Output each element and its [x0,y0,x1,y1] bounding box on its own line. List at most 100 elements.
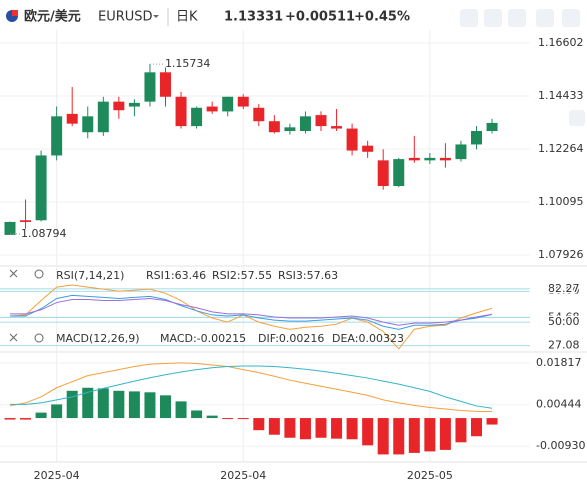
candle-body [20,220,32,222]
panel-title: RSI(7,14,21) [56,269,124,282]
candle-body [377,160,389,187]
candle-body [408,157,420,161]
legend-entry: DEA:0.00323 [332,332,404,345]
candle-body [439,157,451,161]
macd-bar [439,418,451,450]
macd-bar [222,418,234,420]
legend-entry: MACD:-0.00215 [160,332,246,345]
macd-bar [66,390,78,419]
y-tick-label: 50.00 [548,315,580,328]
candle-body [51,116,63,156]
candle-body [471,130,482,145]
macd-bar [486,418,498,425]
macd-bar [144,392,156,419]
candle-body [206,106,218,112]
candle-body [222,96,234,112]
macd-bar [35,412,47,419]
rsi-line [10,294,493,330]
macd-bar [346,418,358,440]
change: +0.00511 [285,10,355,25]
macd-bar [377,418,389,455]
candle-body [455,144,467,160]
candle-body [113,101,125,111]
legend-entry: RSI2:57.55 [212,269,272,282]
candle-body [424,157,436,161]
y-tick-label: 80.00 [548,284,580,297]
change-pct: +0.45% [354,10,410,25]
legend-entry: DIF:0.00216 [258,332,324,345]
macd-bar [20,418,32,420]
candle-body [128,102,140,107]
y-tick-label: 0.01817 [536,356,582,369]
tool-button[interactable] [508,9,526,27]
dropdown-icon[interactable] [153,15,159,18]
macd-bar [237,418,249,420]
macd-bar [113,390,125,419]
period[interactable]: 日K [176,10,198,25]
candle-body [362,145,374,152]
macd-bar [191,410,203,419]
candle-body [35,155,47,221]
candle-body [284,127,296,131]
tool-button[interactable] [484,9,502,27]
last-price: 1.13331 [224,10,283,25]
panel-title: MACD(12,26,9) [56,332,140,345]
y-tick-label: 1.16602 [538,36,584,49]
candle-body [175,96,187,127]
x-tick-label: 2025-04 [220,469,266,482]
macd-bar [331,418,343,439]
candle-body [237,96,249,107]
legend-entry: RSI3:57.63 [278,269,338,282]
tool-button[interactable] [569,110,585,126]
y-tick-label: 82.27 [548,282,580,295]
y-tick-label: 27.08 [548,339,580,352]
macd-bar [253,418,265,431]
settings-icon[interactable] [34,269,44,279]
candle-body [4,221,16,235]
symbol: EURUSD [98,10,153,25]
candle-body [253,107,265,122]
candle-body [66,113,78,124]
min-label: 1.08794 [21,227,67,240]
macd-bar [393,418,405,455]
macd-bar [128,391,140,419]
macd-bar [51,404,63,419]
tool-button[interactable] [536,9,554,27]
flag-icon [12,10,18,16]
macd-bar [362,418,374,446]
y-tick-label: 54.68 [548,310,580,323]
candle-body [486,122,498,131]
candle-body [299,116,311,131]
y-tick-label: -0.00930 [536,439,585,452]
candle-body [160,72,171,97]
max-label: 1.15734 [165,57,211,70]
macd-bar [471,418,482,437]
candle-body [331,126,343,129]
candle-body [191,107,203,127]
x-tick-label: 2025-05 [407,469,453,482]
x-tick-label: 2025-04 [34,469,80,482]
candle-body [82,116,94,133]
close-icon[interactable] [9,269,18,278]
y-tick-label: 0.00444 [536,398,582,411]
settings-icon[interactable] [34,333,44,343]
pair-name: 欧元/美元 [24,9,81,25]
candle-body [144,72,156,102]
rsi-line [9,284,493,350]
macd-line [9,362,493,413]
macd-bar [82,387,94,419]
close-icon[interactable] [9,333,18,342]
candle-body [346,128,358,151]
legend-entry: RSI1:63.46 [146,269,206,282]
y-tick-label: 1.07926 [538,248,584,261]
macd-bar [284,418,296,438]
tool-button[interactable] [562,9,580,27]
candle-body [268,121,280,133]
macd-bar [175,401,187,419]
macd-bar [299,418,311,440]
y-tick-label: 1.14433 [538,89,584,102]
y-tick-label: 1.12264 [538,142,584,155]
macd-bar [268,418,280,435]
tool-button[interactable] [460,9,478,27]
